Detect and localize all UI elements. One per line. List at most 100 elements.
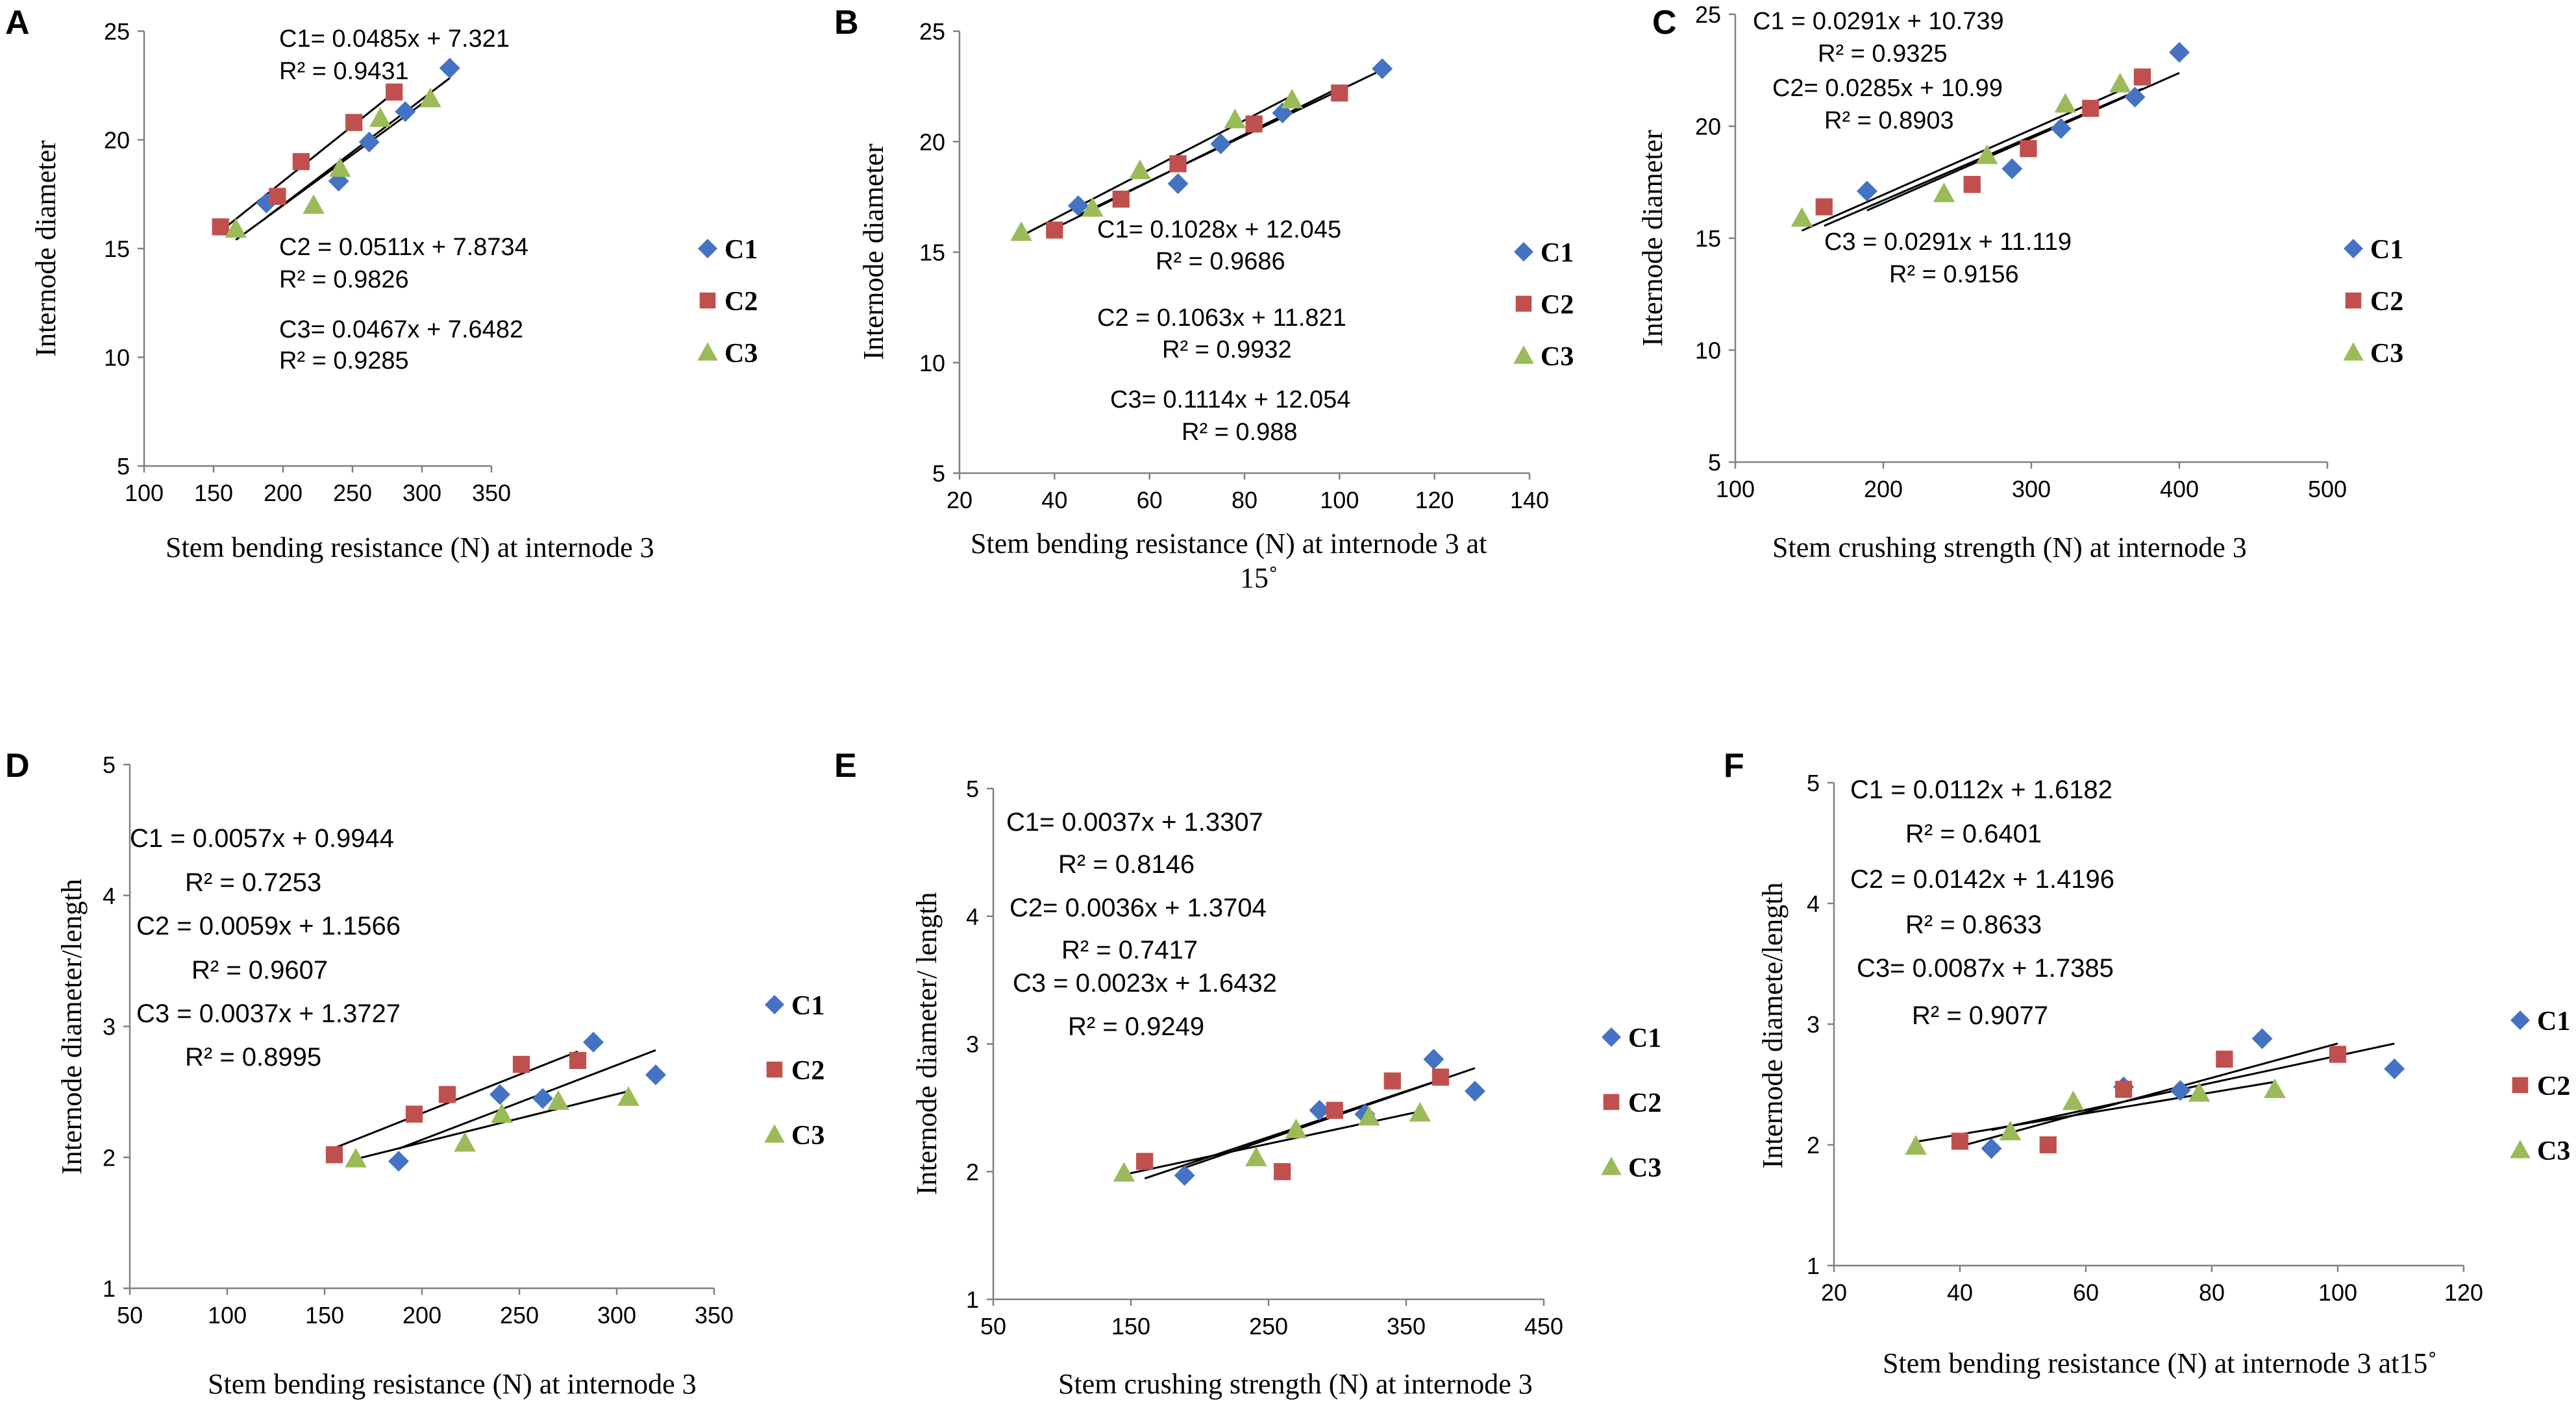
x-tick-label: 200: [402, 1302, 441, 1329]
x-axis-label: Stem crushing strength (N) at internode …: [1772, 532, 2247, 563]
legend-marker-c1: [1602, 1027, 1621, 1047]
legend-label-c3: C3: [2537, 1136, 2570, 1166]
r-squared-label: R² = 0.988: [1182, 419, 1298, 446]
legend-marker-c2: [699, 292, 716, 309]
r-squared-label: R² = 0.7417: [1061, 936, 1198, 964]
y-tick-label: 5: [117, 453, 130, 480]
legend-label-c2: C2: [2537, 1072, 2570, 1101]
y-tick-label: 5: [103, 752, 116, 778]
panel-letter: E: [834, 747, 857, 785]
regression-equation: C2 = 0.0142x + 1.4196: [1850, 865, 2114, 894]
data-point-c1: [388, 1151, 409, 1172]
y-axis-label: Internode diameter/length: [56, 879, 88, 1175]
x-tick-label: 150: [194, 480, 233, 506]
x-tick-label: 40: [1041, 487, 1067, 513]
legend-label-c1: C1: [2537, 1007, 2570, 1036]
y-tick-label: 1: [103, 1275, 116, 1302]
y-tick-label: 3: [1807, 1011, 1820, 1038]
data-point-c1: [1210, 133, 1232, 154]
x-tick-label: 500: [2308, 476, 2347, 502]
data-point-c3: [1245, 1146, 1267, 1167]
data-point-c3: [617, 1086, 639, 1106]
data-point-c2: [1169, 155, 1187, 173]
x-tick-label: 60: [2073, 1279, 2099, 1306]
trendline-c3: [235, 97, 431, 241]
y-tick-label: 1: [1807, 1253, 1820, 1279]
regression-equation: C1 = 0.0112x + 1.6182: [1850, 776, 2112, 804]
data-point-c1: [1372, 58, 1393, 79]
data-point-c3: [1999, 1120, 2022, 1140]
x-tick-label: 350: [1387, 1313, 1426, 1340]
legend-marker-c1: [2510, 1011, 2530, 1030]
chart-panel-d: D 1 2 3 4 5 50 100 150 200 250 300 350 Stem bending r…: [5, 747, 824, 1400]
data-point-c1: [395, 101, 416, 122]
legend-label-c1: C1: [791, 991, 824, 1021]
y-axis-label: Internode diameter: [30, 140, 62, 357]
x-tick-label: 60: [1137, 487, 1163, 513]
x-axis-label: Stem bending resistance (N) at internode…: [1883, 1347, 2437, 1379]
legend-label-c3: C3: [1628, 1153, 1661, 1183]
legend-marker-c3: [697, 342, 718, 361]
legend-label-c3: C3: [724, 339, 758, 369]
trendline-c2: [334, 1050, 578, 1149]
y-tick-label: 10: [104, 345, 130, 371]
legend-label-c1: C1: [2370, 235, 2403, 265]
data-point-c3: [419, 88, 441, 108]
y-tick-label: 20: [1695, 114, 1721, 140]
legend-label-c3: C3: [791, 1121, 824, 1151]
data-point-c2: [2133, 68, 2151, 86]
chart-panel-c: C 5 10 15 20 25 100 200 300 400 500 Stem crushing s…: [1637, 1, 2403, 563]
x-tick-label: 250: [333, 480, 372, 506]
legend-marker-c1: [1514, 242, 1533, 262]
data-point-c2: [2115, 1081, 2133, 1098]
data-point-c3: [1010, 221, 1032, 241]
data-point-c1: [439, 57, 460, 79]
data-point-c3: [1933, 182, 1955, 202]
data-point-c1: [489, 1084, 510, 1105]
r-squared-label: R² = 0.9932: [1162, 336, 1292, 363]
data-point-c3: [1790, 207, 1813, 227]
data-point-c1: [532, 1088, 553, 1109]
data-point-c1: [645, 1064, 666, 1086]
data-point-c3: [1113, 1162, 1135, 1182]
data-point-c3: [2264, 1078, 2286, 1098]
data-point-c2: [2082, 99, 2099, 117]
data-point-c1: [1856, 180, 1877, 202]
regression-equation: C2 = 0.0511x + 7.8734: [279, 234, 528, 261]
y-tick-label: 20: [919, 129, 945, 155]
x-axis-label: Stem bending resistance (N) at internode…: [208, 1368, 697, 1400]
chart-panel-e: E 1 2 3 4 5 50 150 250 350 450 Stem crushing streng…: [834, 747, 1661, 1400]
y-tick-label: 4: [1807, 890, 1820, 917]
legend-marker-c2: [1515, 295, 1532, 312]
r-squared-label: R² = 0.8633: [1905, 911, 2042, 939]
r-squared-label: R² = 0.9607: [192, 956, 328, 985]
x-tick-label: 50: [117, 1302, 143, 1329]
y-axis-label: Internode diameter: [858, 143, 889, 360]
r-squared-label: R² = 0.9077: [1912, 1001, 2048, 1030]
legend-marker-c2: [2512, 1077, 2529, 1094]
data-point-c1: [358, 131, 380, 153]
data-point-c2: [345, 114, 363, 131]
r-squared-label: R² = 0.9686: [1156, 248, 1285, 275]
data-point-c1: [583, 1031, 604, 1053]
data-point-c2: [212, 218, 229, 236]
panel-letter: D: [5, 747, 30, 785]
y-tick-label: 15: [919, 239, 945, 266]
legend-label-c1: C1: [1628, 1023, 1661, 1053]
x-tick-label: 40: [1947, 1279, 1973, 1306]
data-point-c3: [454, 1132, 476, 1152]
r-squared-label: R² = 0.9156: [1889, 261, 2019, 288]
legend-marker-c3: [1513, 345, 1534, 364]
x-axis-label: Stem crushing strength (N) at internode …: [1058, 1368, 1533, 1400]
x-tick-label: 100: [2318, 1279, 2357, 1306]
data-point-c2: [2329, 1046, 2347, 1063]
y-axis-label: Internode diameter/ length: [911, 892, 943, 1195]
x-tick-label: 400: [2160, 476, 2199, 502]
x-tick-label: 250: [1249, 1313, 1288, 1340]
trendline-c3: [1801, 90, 2121, 232]
x-axis-label-wrap: 15˚: [1240, 562, 1278, 594]
y-axis-label: Internode diameter: [1637, 130, 1668, 347]
trendline-c2: [1959, 1042, 2338, 1147]
regression-equation: C1= 0.1028x + 12.045: [1097, 216, 1341, 243]
regression-equation: C3 = 0.0023x + 1.6432: [1013, 969, 1277, 998]
